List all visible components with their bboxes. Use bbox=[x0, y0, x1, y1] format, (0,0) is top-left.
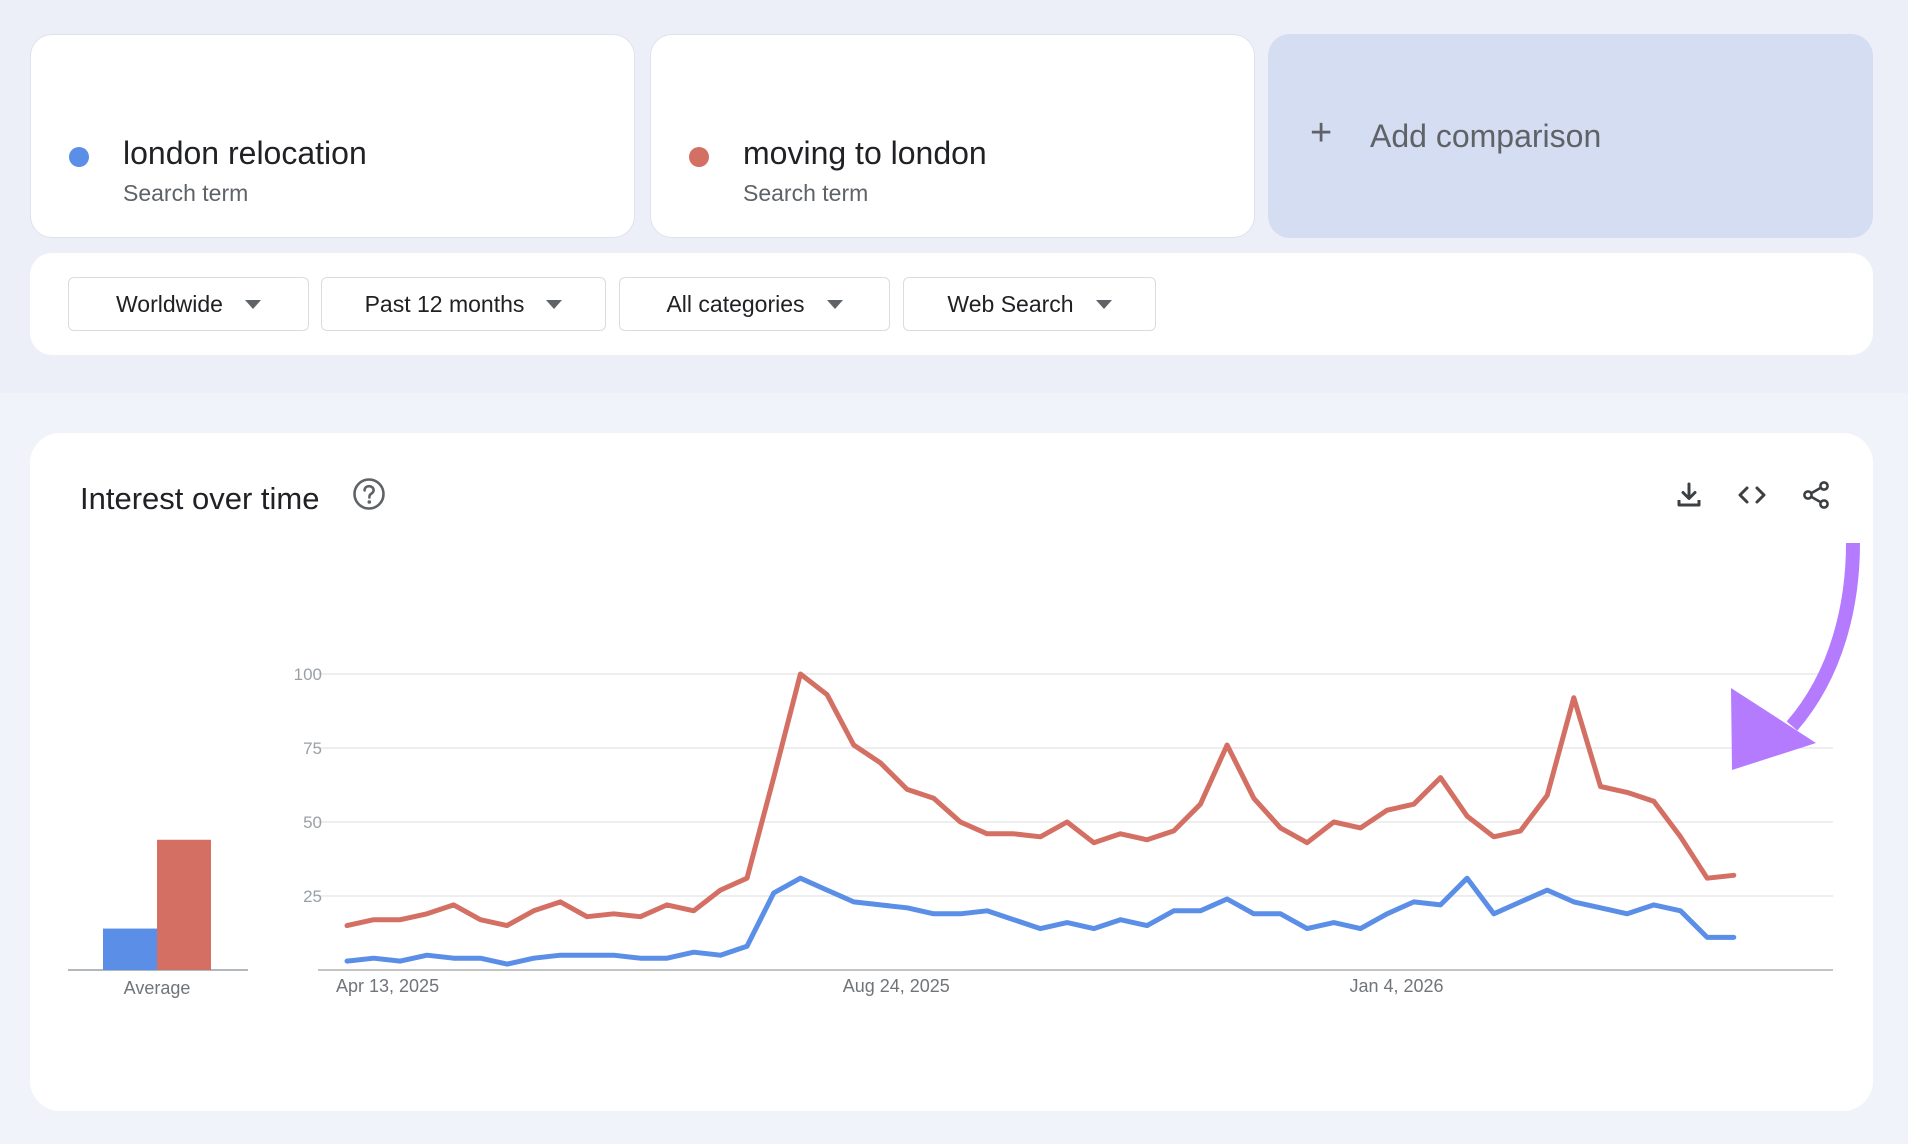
plus-icon: + bbox=[1310, 112, 1333, 154]
time-range-dropdown-label: Past 12 months bbox=[364, 290, 525, 317]
embed-code-icon[interactable] bbox=[1736, 479, 1768, 511]
search-type-dropdown[interactable]: Web Search bbox=[903, 277, 1156, 331]
search-type-dropdown-label: Web Search bbox=[947, 290, 1074, 317]
term-name[interactable]: moving to london bbox=[743, 135, 987, 171]
y-tick-label: 75 bbox=[303, 739, 322, 758]
term-kind: Search term bbox=[743, 180, 869, 206]
caret-down-icon bbox=[546, 299, 563, 309]
annotation-arrow-shaft bbox=[1786, 542, 1860, 731]
y-tick-label: 50 bbox=[303, 813, 322, 832]
term-name[interactable]: london relocation bbox=[123, 135, 367, 171]
time-range-dropdown[interactable]: Past 12 months bbox=[321, 277, 606, 331]
share-icon[interactable] bbox=[1800, 479, 1832, 511]
caret-down-icon bbox=[826, 299, 843, 309]
x-tick-label: Apr 13, 2025 bbox=[336, 976, 439, 996]
region-dropdown-label: Worldwide bbox=[116, 290, 223, 317]
caret-down-icon bbox=[1095, 299, 1112, 309]
term-kind: Search term bbox=[123, 180, 249, 206]
series-color-dot bbox=[69, 147, 89, 167]
series-line bbox=[344, 671, 1737, 929]
add-comparison-button[interactable]: + Add comparison bbox=[1268, 34, 1873, 238]
average-bar bbox=[103, 928, 157, 970]
y-tick-label: 25 bbox=[303, 887, 322, 906]
filter-bar: Worldwide Past 12 months All categories … bbox=[30, 253, 1873, 355]
help-icon[interactable] bbox=[352, 477, 386, 511]
download-icon[interactable] bbox=[1673, 479, 1705, 511]
region-dropdown[interactable]: Worldwide bbox=[68, 277, 309, 331]
annotation-arrow-head bbox=[1731, 688, 1816, 770]
average-label: Average bbox=[124, 978, 191, 998]
term-card-london-relocation[interactable]: london relocation Search term bbox=[30, 34, 635, 238]
series-line bbox=[344, 875, 1737, 967]
x-tick-label: Jan 4, 2026 bbox=[1349, 976, 1443, 996]
chart-title: Interest over time bbox=[80, 481, 320, 516]
series-color-dot bbox=[689, 147, 709, 167]
interest-over-time-chart: 25 50 75 100 Apr 13, 2025 Aug 24, 2025 Jan 4, … bbox=[68, 542, 1860, 998]
caret-down-icon bbox=[244, 299, 261, 309]
category-dropdown[interactable]: All categories bbox=[619, 277, 890, 331]
average-bar bbox=[157, 839, 211, 970]
term-card-moving-to-london[interactable]: moving to london Search term bbox=[650, 34, 1255, 238]
interest-over-time-card: Interest over time 25 50 75 100 Apr 13, 2025… bbox=[30, 433, 1873, 1111]
y-tick-label: 100 bbox=[294, 665, 322, 684]
x-tick-label: Aug 24, 2025 bbox=[843, 976, 950, 996]
add-comparison-label: Add comparison bbox=[1370, 118, 1602, 154]
category-dropdown-label: All categories bbox=[666, 290, 805, 317]
